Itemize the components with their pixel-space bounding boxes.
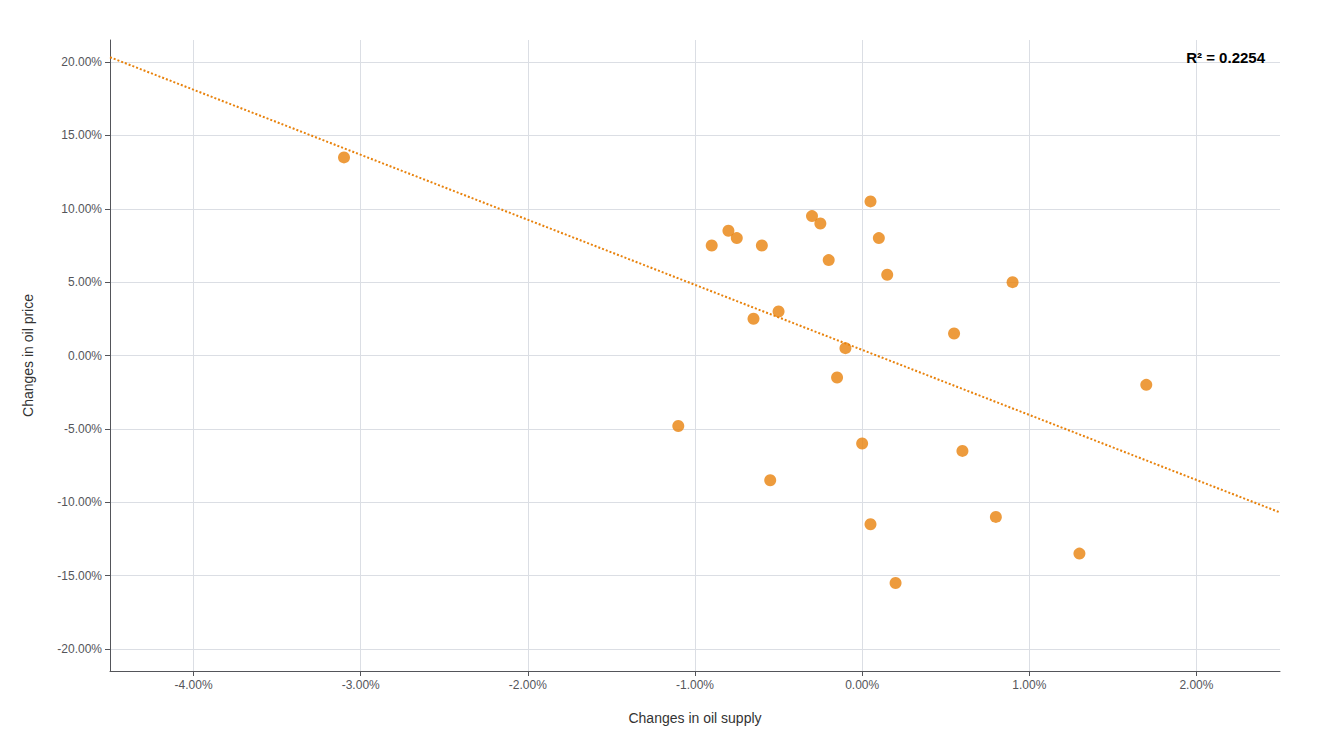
svg-text:-10.00%: -10.00%: [57, 495, 102, 509]
svg-text:0.00%: 0.00%: [68, 349, 102, 363]
svg-text:15.00%: 15.00%: [61, 128, 102, 142]
svg-text:Changes in oil supply: Changes in oil supply: [628, 710, 761, 726]
svg-text:-1.00%: -1.00%: [676, 678, 714, 692]
svg-text:1.00%: 1.00%: [1012, 678, 1046, 692]
svg-text:5.00%: 5.00%: [68, 275, 102, 289]
svg-text:0.00%: 0.00%: [845, 678, 879, 692]
svg-text:-5.00%: -5.00%: [64, 422, 102, 436]
svg-text:10.00%: 10.00%: [61, 202, 102, 216]
svg-text:-4.00%: -4.00%: [175, 678, 213, 692]
svg-text:2.00%: 2.00%: [1179, 678, 1213, 692]
svg-text:R² = 0.2254: R² = 0.2254: [1186, 49, 1265, 66]
svg-text:-20.00%: -20.00%: [57, 642, 102, 656]
svg-text:-2.00%: -2.00%: [509, 678, 547, 692]
svg-text:20.00%: 20.00%: [61, 55, 102, 69]
svg-text:-15.00%: -15.00%: [57, 569, 102, 583]
svg-text:-3.00%: -3.00%: [342, 678, 380, 692]
svg-text:Changes in oil price: Changes in oil price: [20, 294, 36, 417]
